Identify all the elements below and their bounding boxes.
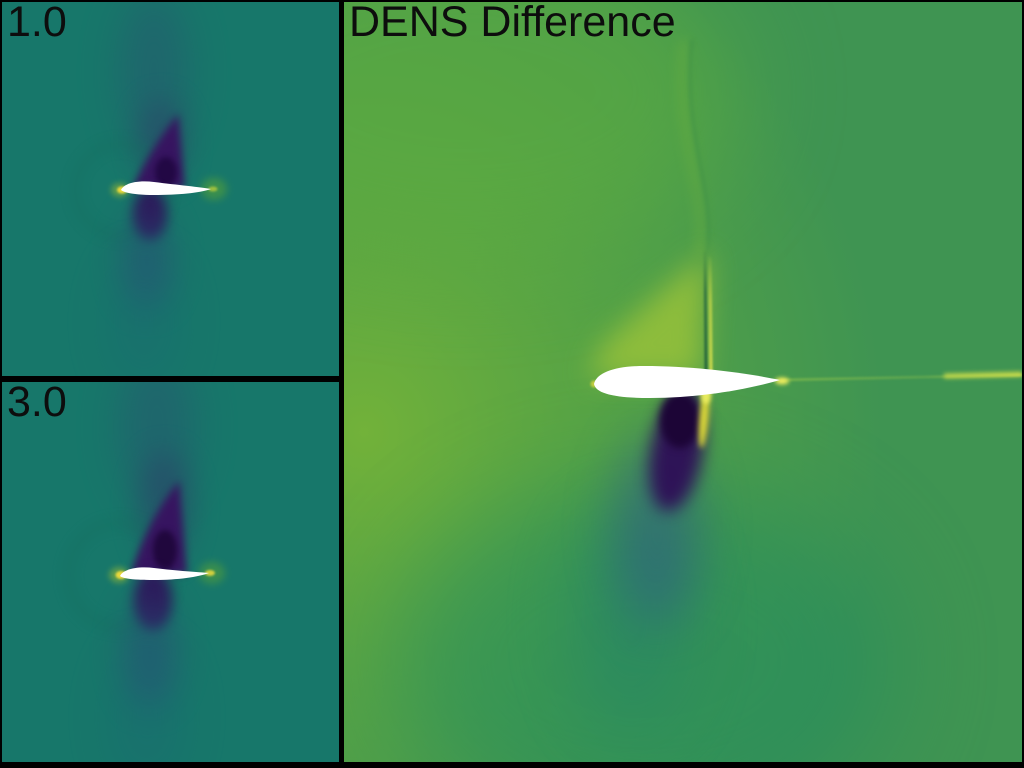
suction-side-bright-wedge bbox=[587, 250, 709, 378]
lower-plume-teal bbox=[116, 258, 172, 376]
main-panel-title: DENS Difference bbox=[349, 2, 676, 46]
airfoil-silhouette bbox=[594, 366, 780, 398]
shock-bright-fringe bbox=[708, 256, 713, 376]
panel-label-1-0: 1.0 bbox=[7, 2, 67, 46]
low-density-core bbox=[153, 530, 177, 570]
trailing-edge-stagnation-point bbox=[775, 377, 789, 385]
panel-density-3-0: 3.0 bbox=[2, 382, 339, 762]
density-difference-field bbox=[344, 2, 1022, 762]
characteristic-bright-side bbox=[677, 39, 706, 256]
shock-dark-line bbox=[703, 251, 708, 376]
plume-deep-core bbox=[660, 392, 700, 448]
characteristic-curve bbox=[688, 39, 711, 256]
lower-plume-blue bbox=[123, 212, 171, 308]
panel-dens-difference: DENS Difference bbox=[344, 2, 1022, 762]
lower-teal-region bbox=[394, 482, 894, 762]
density-field-1-0 bbox=[2, 2, 339, 376]
density-field-3-0 bbox=[2, 382, 339, 762]
upper-left-bright-region bbox=[344, 2, 744, 262]
wake-right-edge-streak bbox=[943, 371, 1022, 379]
low-density-core bbox=[155, 157, 177, 187]
panel-density-1-0: 1.0 bbox=[2, 2, 339, 376]
lower-plume-teal bbox=[117, 647, 177, 762]
panel-label-3-0: 3.0 bbox=[7, 382, 67, 426]
lower-plume-blue bbox=[124, 597, 176, 707]
trailing-edge-spot bbox=[205, 570, 215, 576]
airfoil-silhouette bbox=[121, 181, 211, 195]
trailing-edge-spot bbox=[208, 186, 218, 192]
airfoil-silhouette bbox=[120, 567, 209, 580]
